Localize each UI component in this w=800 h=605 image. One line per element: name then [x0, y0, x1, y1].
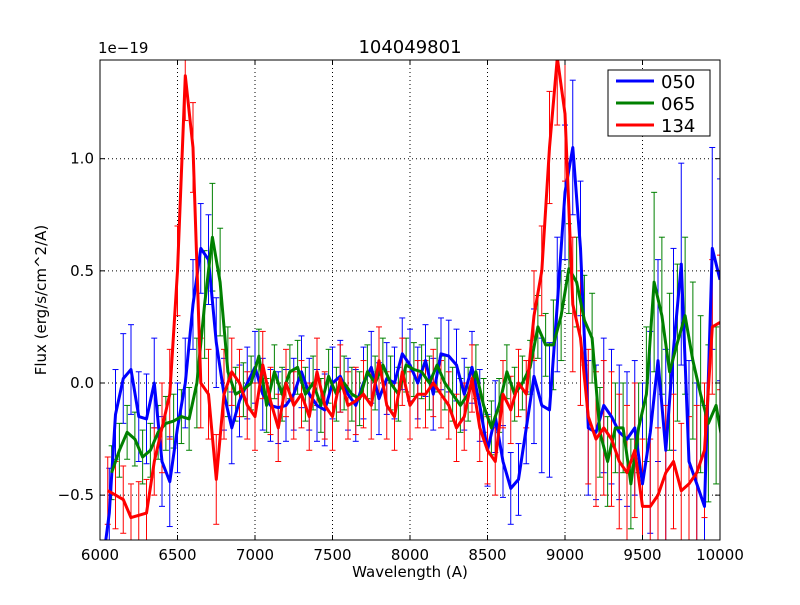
legend-label-065: 065: [661, 94, 695, 115]
y-offset-label: 1e−19: [98, 39, 148, 57]
x-tick-label: 6500: [158, 546, 196, 564]
legend-label-050: 050: [661, 72, 695, 93]
y-tick-label: −0.5: [58, 486, 94, 504]
series-line-065: [110, 235, 720, 486]
y-tick-label: 1.0: [70, 150, 94, 168]
y-tick-labels: −0.5 0.0 0.5 1.0: [58, 150, 94, 504]
series-line-134: [107, 60, 720, 520]
x-tick-label: 9500: [623, 546, 661, 564]
x-tick-label: 8000: [391, 546, 429, 564]
x-tick-label: 10000: [696, 546, 744, 564]
x-tick-label: 7000: [236, 546, 274, 564]
x-axis-label: Wavelength (A): [352, 563, 468, 581]
x-tick-label: 9000: [546, 546, 584, 564]
x-tick-label: 7500: [313, 546, 351, 564]
legend-label-134: 134: [661, 116, 695, 137]
x-tick-label: 6000: [81, 546, 119, 564]
x-tick-labels: 6000 6500 7000 7500 8000 8500 9000 9500 10000: [81, 546, 744, 564]
legend: 050 065 134: [607, 69, 711, 137]
y-tick-label: 0.5: [70, 262, 94, 280]
series-lines: [104, 60, 720, 540]
y-tick-label: 0.0: [70, 374, 94, 392]
y-axis-label: Flux (erg/s/cm^2/A): [32, 225, 50, 376]
x-tick-label: 8500: [468, 546, 506, 564]
chart-title: 104049801: [358, 37, 461, 58]
ticks: [99, 60, 721, 540]
